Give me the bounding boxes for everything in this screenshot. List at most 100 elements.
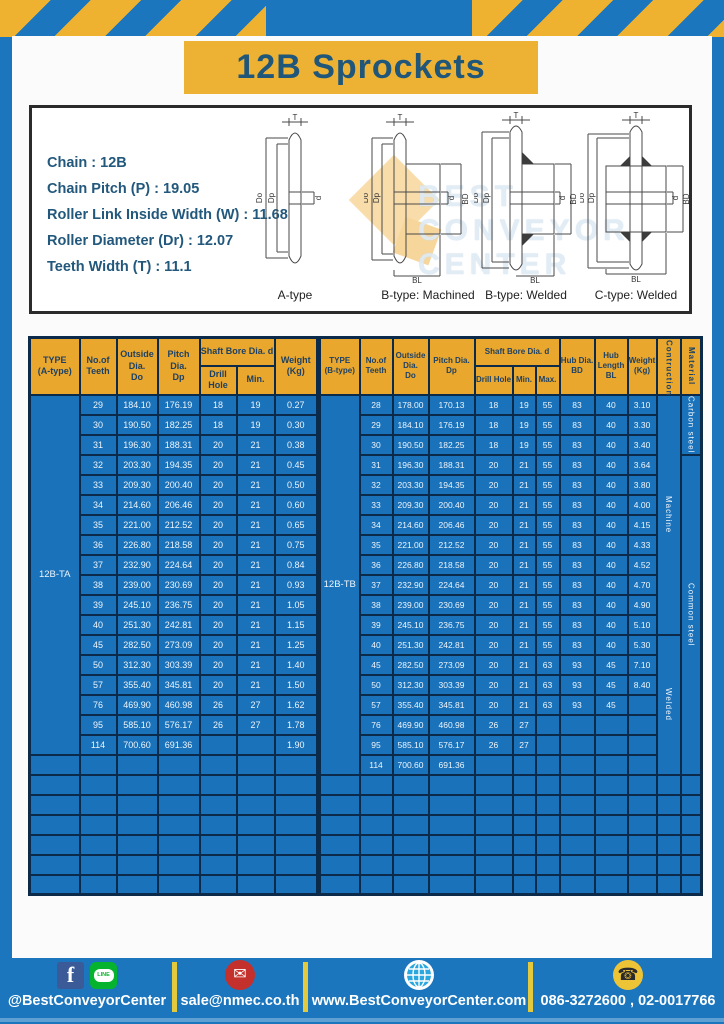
table-row: 34 214.60 206.46 20 21 0.60 [30,493,319,516]
table-cell [511,813,537,836]
table-cell: 83 [558,453,596,476]
table-cell: 0.93 [273,573,319,596]
website-url[interactable]: www.BestConveyorCenter.com [311,993,527,1009]
table-cell: 27 [235,693,276,716]
table-row: 76 469.90 460.98 26 27 1.62 [30,693,319,716]
watermark-line: CONVEYOR [418,214,630,247]
table-cell: 460.98 [427,713,476,736]
table-cell: 194.35 [427,473,476,496]
table-cell: 19 [511,433,537,456]
spec-line-pitch: Chain Pitch (P) : 19.05 [47,181,200,197]
table-cell: 1.40 [273,653,319,676]
dim-bl-label: BL [530,276,540,284]
table-cell: 20 [473,533,514,556]
col-max: Max. [534,364,561,396]
table-cell [511,793,537,816]
table-cell: 585.10 [115,713,159,736]
table-cell [273,873,319,896]
table-cell: 194.35 [156,453,201,476]
dim-d-label: d [314,196,323,200]
table-cell: 190.50 [115,413,159,436]
table-cell: 345.81 [156,673,201,696]
footer-bar: f LINE @BestConveyorCenter ✉ sale@nmec.c… [0,958,724,1024]
dim-d-label: d [447,196,456,200]
table-cell [534,853,561,876]
table-cell: 36 [358,553,394,576]
email-address[interactable]: sale@nmec.co.th [180,993,300,1009]
col-shaft-bore: Shaft Bore Dia. d [473,336,561,367]
table-row: 36 226.80 218.58 20 21 55 83 40 4.52 [320,553,702,576]
table-cell: 691.36 [156,733,201,756]
table-cell [511,753,537,776]
table-row: 34 214.60 206.46 20 21 55 83 40 4.15 [320,513,702,536]
dim-d-label: d [558,196,567,200]
globe-icon [404,960,434,990]
table-cell [198,833,238,856]
table-cell [427,833,476,856]
table-cell: 576.17 [156,713,201,736]
table-cell [235,733,276,756]
table-cell: 39 [78,593,118,616]
col-pitch-dia: Pitch Dia. Dp [156,336,201,396]
table-cell: 4.90 [626,593,658,616]
table-cell: 55 [534,533,561,556]
table-row: 37 232.90 224.64 20 21 55 83 40 4.70 [320,573,702,596]
table-cell: 1.78 [273,713,319,736]
table-cell: 218.58 [156,533,201,556]
table-cell: 214.60 [115,493,159,516]
table-row: 35 221.00 212.52 20 21 55 83 40 4.33 [320,533,702,556]
table-cell: 45 [593,653,629,676]
table-cell: 469.90 [391,713,430,736]
table-cell [358,813,394,836]
table-cell: 20 [473,513,514,536]
table-cell [427,853,476,876]
table-cell: 55 [534,433,561,456]
table-cell [391,833,430,856]
col-pitch-dia: Pitch Dia. Dp [427,336,476,396]
col-min: Min. [511,364,537,396]
table-cell: 34 [358,513,394,536]
col-min: Min. [235,364,276,396]
table-cell [28,813,81,836]
table-cell: 40 [78,613,118,636]
table-cell [115,873,159,896]
table-cell: 355.40 [115,673,159,696]
table-a-type: TYPE (A-type) No.of Teeth Outside Dia. D… [28,336,320,896]
table-cell: 37 [358,573,394,596]
table-cell [473,833,514,856]
table-cell: 345.81 [427,693,476,716]
table-cell: 303.39 [427,673,476,696]
table-cell: 39 [358,613,394,636]
table-cell [593,773,629,796]
table-cell [473,813,514,836]
table-cell: 50 [78,653,118,676]
table-cell: 93 [558,653,596,676]
table-cell: 188.31 [427,453,476,476]
table-cell [28,753,81,776]
table-cell: 55 [534,573,561,596]
table-cell [626,713,658,736]
table-cell: 21 [235,613,276,636]
table-row [28,753,319,776]
table-cell: 55 [534,453,561,476]
table-cell [655,813,682,836]
table-row: 50 312.30 303.39 20 21 1.40 [30,653,319,676]
dim-bd-label: BD [682,193,691,204]
table-cell [593,833,629,856]
table-cell [679,813,703,836]
table-cell: 20 [473,673,514,696]
table-cell: 5.30 [626,633,658,656]
table-row: 30 190.50 182.25 18 19 55 83 40 3.40 [320,433,702,456]
table-cell: 18 [473,413,514,436]
table-cell: 0.75 [273,533,319,556]
table-cell [534,813,561,836]
table-cell [198,773,238,796]
table-row: 36 226.80 218.58 20 21 0.75 [30,533,319,556]
table-cell: 19 [511,393,537,416]
table-cell [655,853,682,876]
table-cell: 20 [198,493,238,516]
table-cell [198,853,238,876]
table-cell: 21 [511,653,537,676]
table-cell: 20 [198,593,238,616]
table-cell [358,833,394,856]
